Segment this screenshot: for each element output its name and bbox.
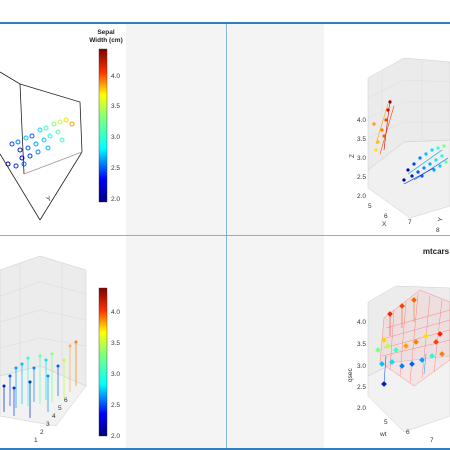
z-tick: 2.5 [357, 174, 366, 181]
colorbar-tick: 4.0 [111, 73, 120, 80]
stem-lines [3, 342, 77, 418]
axis-label-x: wt [379, 431, 387, 438]
vertical-divider [226, 24, 227, 448]
z-tick: 3.0 [357, 363, 366, 370]
colorbar [98, 287, 108, 437]
scatter-points [2, 340, 78, 390]
panel-top-right: 4.0 3.5 3.0 2.5 2.0 Z 5 6 7 8 X Y [324, 24, 450, 235]
y-ticks: 1 2 3 4 5 6 [34, 397, 68, 444]
panel-top-left: Y Sepal Width (cm) 4.0 3.5 3.0 2.5 2.0 [0, 24, 126, 235]
colorbar-tick: 2.5 [111, 165, 120, 172]
bottom-border [0, 448, 450, 450]
residual-lines [383, 300, 427, 385]
x-ticks: 5 6 7 [384, 419, 434, 444]
z-ticks: 4.0 3.5 3.0 2.5 2.0 [357, 319, 366, 412]
colorbar [98, 48, 108, 203]
legend-title-line1: Sepal [97, 29, 115, 36]
top-toolbar-bar [0, 0, 450, 24]
plot-grid: Y Sepal Width (cm) 4.0 3.5 3.0 2.5 2.0 [0, 24, 450, 448]
regression-plane [379, 289, 450, 387]
scatter3d-top-left: Y Sepal Width (cm) 4.0 3.5 3.0 2.5 2.0 [0, 29, 123, 221]
x-tick: 5 [384, 419, 388, 426]
colorbar-tick: 2.0 [111, 196, 120, 203]
colorbar-ticks: 4.0 3.5 3.0 2.5 2.0 [111, 309, 120, 440]
axis-label-z: Z [349, 154, 356, 158]
floor-pane [367, 139, 450, 219]
z-tick: 3.0 [357, 155, 366, 162]
y-tick: 6 [64, 397, 68, 404]
x-tick: 7 [408, 219, 412, 226]
horizontal-divider [0, 235, 450, 236]
scatter3d-bottom-right: mtcars [347, 247, 450, 444]
x-tick: 7 [430, 437, 434, 444]
x-ticks: 5 6 7 8 [368, 203, 440, 234]
scatter-points [372, 100, 448, 182]
colorbar-tick: 2.5 [111, 402, 120, 409]
y-tick: 3 [46, 421, 50, 428]
colorbar-tick: 3.0 [111, 371, 120, 378]
colorbar-tick: 3.5 [111, 340, 120, 347]
y-tick: 1 [34, 437, 38, 444]
gridlines [0, 263, 87, 376]
z-tick: 2.0 [357, 405, 366, 412]
scatter3d-top-right: 4.0 3.5 3.0 2.5 2.0 Z 5 6 7 8 X Y [349, 57, 450, 234]
empty-panel-column-left [126, 24, 226, 448]
z-tick: 4.0 [357, 319, 366, 326]
back-pane [0, 255, 87, 387]
plot-title: mtcars [423, 247, 450, 256]
z-tick: 2.5 [357, 384, 366, 391]
legend-title-line2: Width (cm) [89, 37, 123, 44]
axis-label-y: Y [437, 216, 445, 222]
y-tick: 4 [52, 413, 56, 420]
colorbar-ticks: 4.0 3.5 3.0 2.5 2.0 [111, 73, 120, 203]
colorbar-tick: 3.0 [111, 134, 120, 141]
x-tick: 6 [406, 429, 410, 436]
z-tick: 3.5 [357, 341, 366, 348]
y-tick: 5 [58, 405, 62, 412]
axis-label-y: Y [46, 195, 54, 204]
colorbar-tick: 3.5 [111, 103, 120, 110]
empty-panel-column-right [228, 24, 324, 448]
axis-label-x: X [382, 221, 387, 228]
colorbar-tick: 4.0 [111, 309, 120, 316]
scatter-points [5, 117, 75, 169]
z-ticks: 4.0 3.5 3.0 2.5 2.0 [357, 117, 366, 200]
colorbar-tick: 2.0 [111, 433, 120, 440]
scatter3d-bottom-left: 1 2 3 4 5 6 4.0 3.5 3.0 2.5 2.0 [0, 255, 120, 444]
x-tick: 6 [384, 213, 388, 220]
axis-label-z: qsec [347, 368, 354, 382]
x-tick: 5 [368, 203, 372, 210]
drop-lines [375, 99, 449, 185]
y-tick: 2 [40, 429, 44, 436]
z-tick: 3.5 [357, 136, 366, 143]
z-tick: 4.0 [357, 117, 366, 124]
panel-bottom-left: 1 2 3 4 5 6 4.0 3.5 3.0 2.5 2.0 [0, 236, 126, 448]
panel-bottom-right: mtcars [324, 236, 450, 448]
z-tick: 2.0 [357, 193, 366, 200]
x-tick: 8 [436, 227, 440, 234]
